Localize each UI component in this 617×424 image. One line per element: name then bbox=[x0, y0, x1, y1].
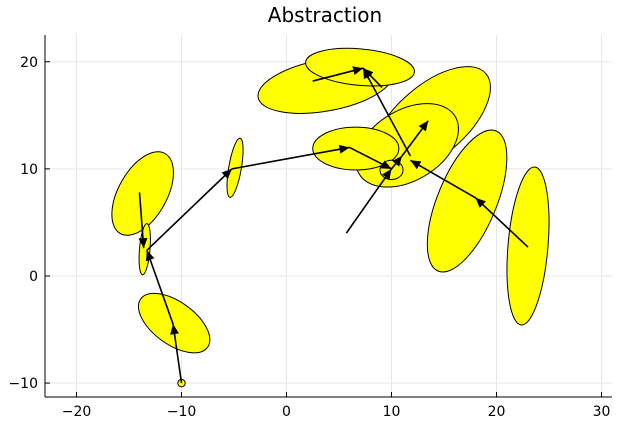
arrow-head bbox=[338, 144, 350, 154]
uncertainty-ellipse-8 bbox=[99, 141, 186, 245]
trajectory-arrow-2 bbox=[138, 192, 148, 249]
arrow-head bbox=[382, 168, 392, 180]
trajectory-arrow-6 bbox=[345, 168, 393, 234]
arrow-shaft bbox=[146, 168, 233, 251]
x-tick-label: 30 bbox=[593, 404, 611, 420]
arrow-head bbox=[363, 68, 374, 79]
uncertainty-ellipse-11 bbox=[129, 282, 220, 365]
y-tick-label: 0 bbox=[29, 269, 38, 285]
trajectory-arrow-3 bbox=[146, 168, 233, 251]
arrow-head bbox=[410, 160, 422, 170]
trajectory-arrow-10 bbox=[312, 66, 364, 82]
y-tick-label: 20 bbox=[20, 55, 38, 71]
x-tick-label: 0 bbox=[282, 404, 291, 420]
trajectory-arrow-0 bbox=[170, 324, 183, 384]
uncertainty-ellipse-6 bbox=[313, 127, 399, 170]
trajectory-arrow-7 bbox=[390, 155, 403, 170]
arrow-shaft bbox=[345, 168, 393, 234]
uncertainty-ellipse-1 bbox=[411, 119, 523, 282]
x-tick-label: 10 bbox=[383, 404, 401, 420]
y-tick-label: −10 bbox=[8, 376, 38, 392]
arrow-head bbox=[380, 160, 392, 169]
uncertainty-ellipse-10 bbox=[137, 223, 152, 275]
arrow-head bbox=[392, 156, 402, 167]
x-tick-label: −20 bbox=[62, 404, 92, 420]
ellipses-layer bbox=[99, 44, 554, 387]
arrow-head bbox=[352, 66, 364, 76]
arrow-shaft bbox=[146, 250, 174, 325]
axes: −20 −10 0 10 20 30 −10 0 10 20 bbox=[8, 35, 612, 420]
arrow-head bbox=[170, 324, 179, 335]
trajectory-arrow-1 bbox=[145, 250, 174, 325]
arrow-head bbox=[221, 168, 232, 180]
arrow-head bbox=[145, 250, 155, 262]
y-tick-label: 10 bbox=[20, 162, 38, 178]
trajectory-arrow-13 bbox=[410, 159, 476, 199]
arrow-shaft bbox=[362, 67, 412, 157]
arrow-shaft bbox=[231, 146, 350, 170]
trajectory-arrow-5 bbox=[349, 146, 392, 170]
arrows-layer bbox=[138, 66, 529, 384]
x-tick-label: 20 bbox=[488, 404, 506, 420]
trajectory-arrow-12 bbox=[474, 197, 529, 248]
trajectory-arrow-4 bbox=[231, 144, 350, 170]
arrow-shaft bbox=[474, 197, 529, 248]
chart-title: Abstraction bbox=[268, 3, 382, 27]
arrow-head bbox=[475, 197, 486, 208]
x-tick-label: −10 bbox=[167, 404, 197, 420]
trajectory-arrow-11 bbox=[362, 67, 383, 89]
arrow-shaft bbox=[410, 159, 476, 199]
arrow-head bbox=[418, 120, 429, 132]
arrow-head bbox=[138, 237, 148, 249]
